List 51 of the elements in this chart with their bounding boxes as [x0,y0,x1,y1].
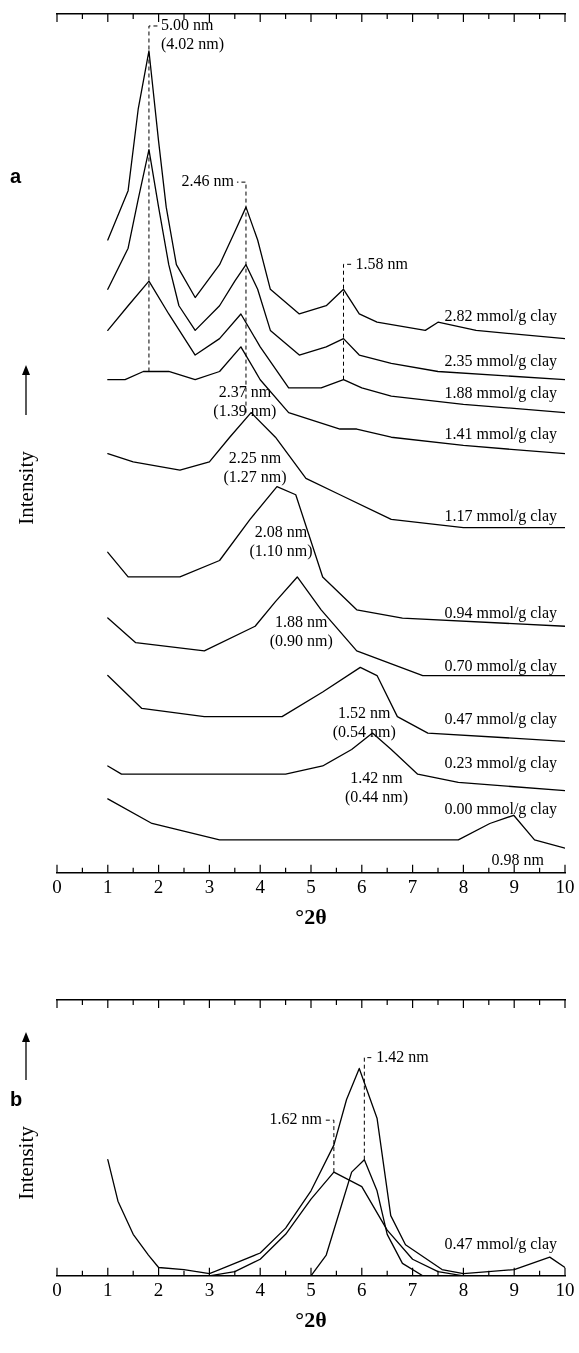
x-tick-label: 5 [306,876,316,898]
x-tick-label: 3 [204,876,215,898]
x-tick-label: 10 [555,1279,575,1301]
x-tick-label: 10 [555,876,575,898]
x-tick-label: 8 [458,876,469,898]
series-label: 0.47 mmol/g clay [444,1234,557,1253]
x-tick-label: 7 [407,1279,418,1301]
ref-line-label: 5.00 nm (4.02 nm) [160,16,225,54]
x-tick-label: 9 [509,1279,519,1301]
x-tick-label: 1 [103,1279,113,1301]
series-label: 2.35 mmol/g clay [444,352,557,371]
x-tick-label: 4 [255,1279,266,1301]
y-axis-title: Intensity [14,1126,38,1200]
annotation: 2.25 nm (1.27 nm) [223,448,287,486]
x-axis-title: °2θ [295,904,327,930]
x-tick-label: 7 [407,876,418,898]
series-label: 1.88 mmol/g clay [444,383,557,402]
series-label: 2.82 mmol/g clay [444,307,557,326]
annotation: 2.37 nm (1.39 nm) [213,383,277,421]
x-tick-label: 8 [458,1279,469,1301]
x-tick-label: 0 [52,1279,62,1301]
annotation: 2.08 nm (1.10 nm) [249,522,313,560]
ref-line-label: 1.58 nm [355,254,409,272]
x-tick-label: 3 [204,1279,215,1301]
x-tick-label: 5 [306,1279,316,1301]
x-tick-label: 6 [357,1279,367,1301]
x-tick-label: 2 [153,876,164,898]
annotation: 0.98 nm [491,851,545,869]
series-label: 0.94 mmol/g clay [444,603,557,622]
text: a [10,165,22,187]
x-tick-label: 2 [153,1279,164,1301]
series-label: 0.70 mmol/g clay [444,656,557,675]
ref-line-label: 2.46 nm [181,172,235,190]
ref-line-label: 1.62 nm [269,1110,323,1128]
series-label: 0.00 mmol/g clay [444,800,557,819]
annotation: 1.42 nm (0.44 nm) [344,769,409,807]
x-tick-label: 4 [255,876,266,898]
y-axis-title: Intensity [14,451,38,525]
series-label: 0.47 mmol/g clay [444,709,557,728]
ref-line-label: 1.42 nm [376,1047,430,1065]
x-tick-label: 9 [509,876,519,898]
x-tick-label: 0 [52,876,62,898]
annotation: 1.52 nm (0.54 nm) [332,703,396,741]
series-label: 1.41 mmol/g clay [444,424,557,443]
x-tick-label: 6 [357,876,367,898]
annotation: 1.88 nm (0.90 nm) [269,613,333,651]
x-axis-title: °2θ [295,1307,327,1333]
text: b [10,1088,23,1110]
series-label: 0.23 mmol/g clay [444,754,557,773]
series-label: 1.17 mmol/g clay [444,506,557,525]
x-tick-label: 1 [103,876,113,898]
